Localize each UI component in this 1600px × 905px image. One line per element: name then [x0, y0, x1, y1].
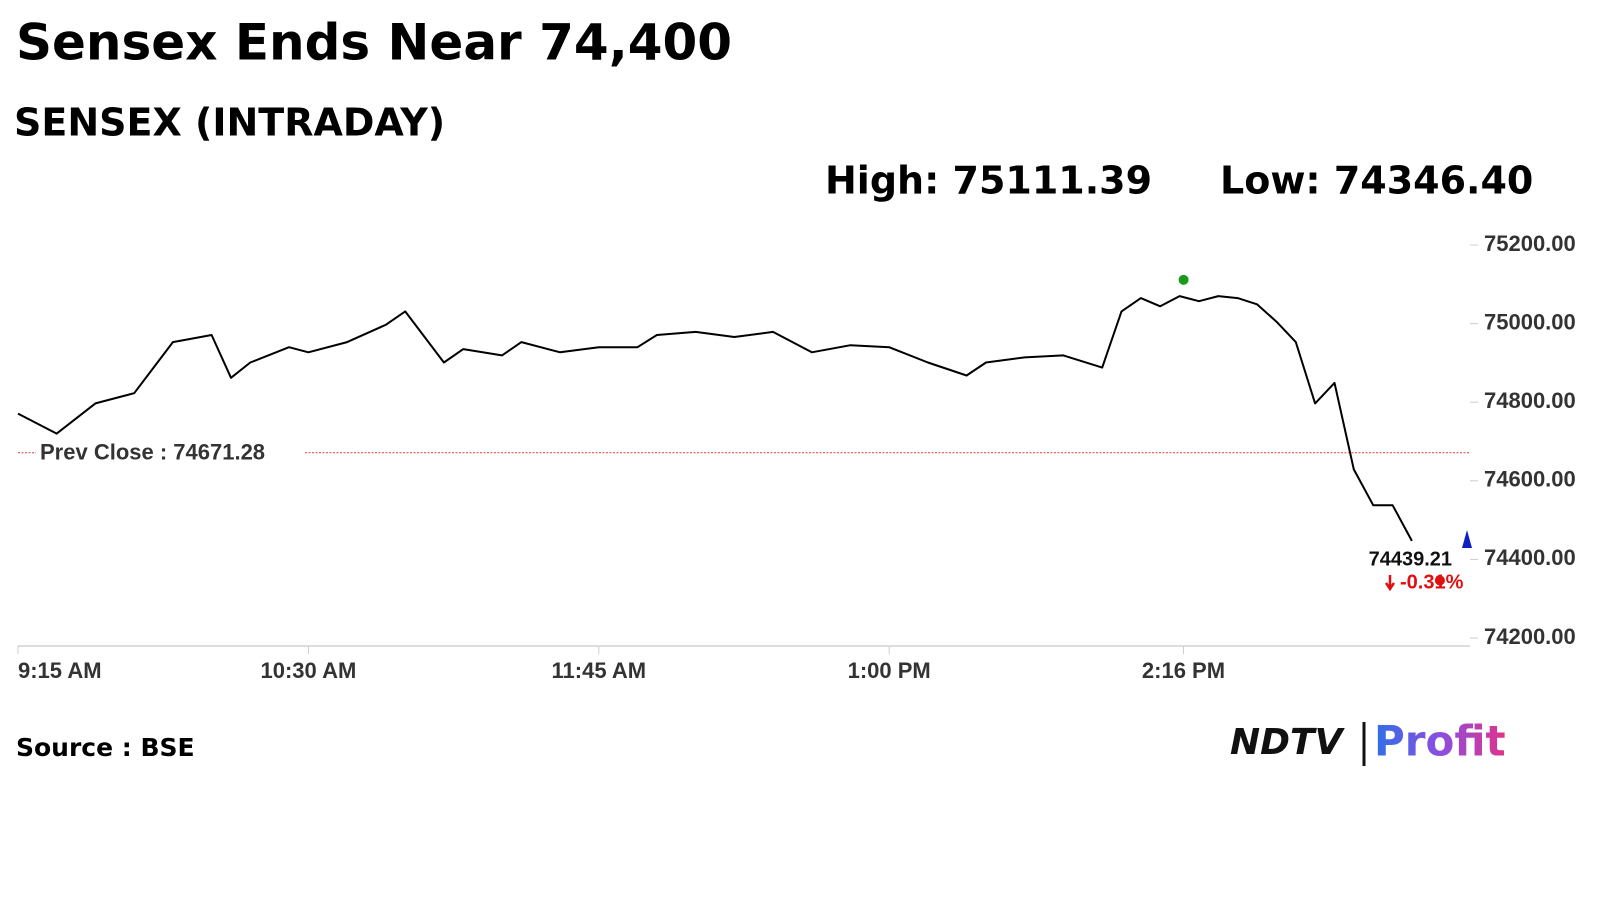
change-value: -0.31% — [1400, 571, 1464, 593]
source: Source : BSE — [16, 733, 195, 762]
high-marker — [1178, 274, 1189, 285]
y-tick-label: 74800.00 — [1484, 388, 1576, 413]
brand-ndtv: NDTV — [1230, 722, 1346, 763]
y-tick-label: 74200.00 — [1484, 624, 1576, 649]
x-tick-label: 9:15 AM — [18, 658, 102, 683]
prev-close-label: Prev Close : 74671.28 — [40, 440, 265, 465]
y-tick-label: 74600.00 — [1484, 467, 1576, 492]
last-value: 74439.21 — [1369, 548, 1452, 570]
y-tick-label: 74400.00 — [1484, 545, 1576, 570]
brand-profit: Profit — [1374, 717, 1506, 766]
high-label: High: 75111.39 — [825, 159, 1152, 203]
x-tick-label: 2:16 PM — [1142, 658, 1225, 683]
y-tick-label: 75000.00 — [1484, 309, 1576, 334]
low-label: Low: 74346.40 — [1220, 159, 1533, 203]
low-marker — [1434, 575, 1445, 586]
x-tick-label: 11:45 AM — [552, 658, 647, 683]
y-tick-label: 75200.00 — [1484, 231, 1576, 256]
chart-title: Sensex Ends Near 74,400 — [16, 14, 732, 72]
last-marker — [1462, 529, 1472, 548]
chart-subtitle: SENSEX (INTRADAY) — [14, 101, 445, 145]
prev-close-bg — [36, 438, 304, 467]
x-tick-label: 1:00 PM — [848, 658, 931, 683]
down-arrow — [1384, 574, 1396, 592]
price-line — [17, 295, 1413, 542]
x-tick-label: 10:30 AM — [261, 658, 357, 683]
